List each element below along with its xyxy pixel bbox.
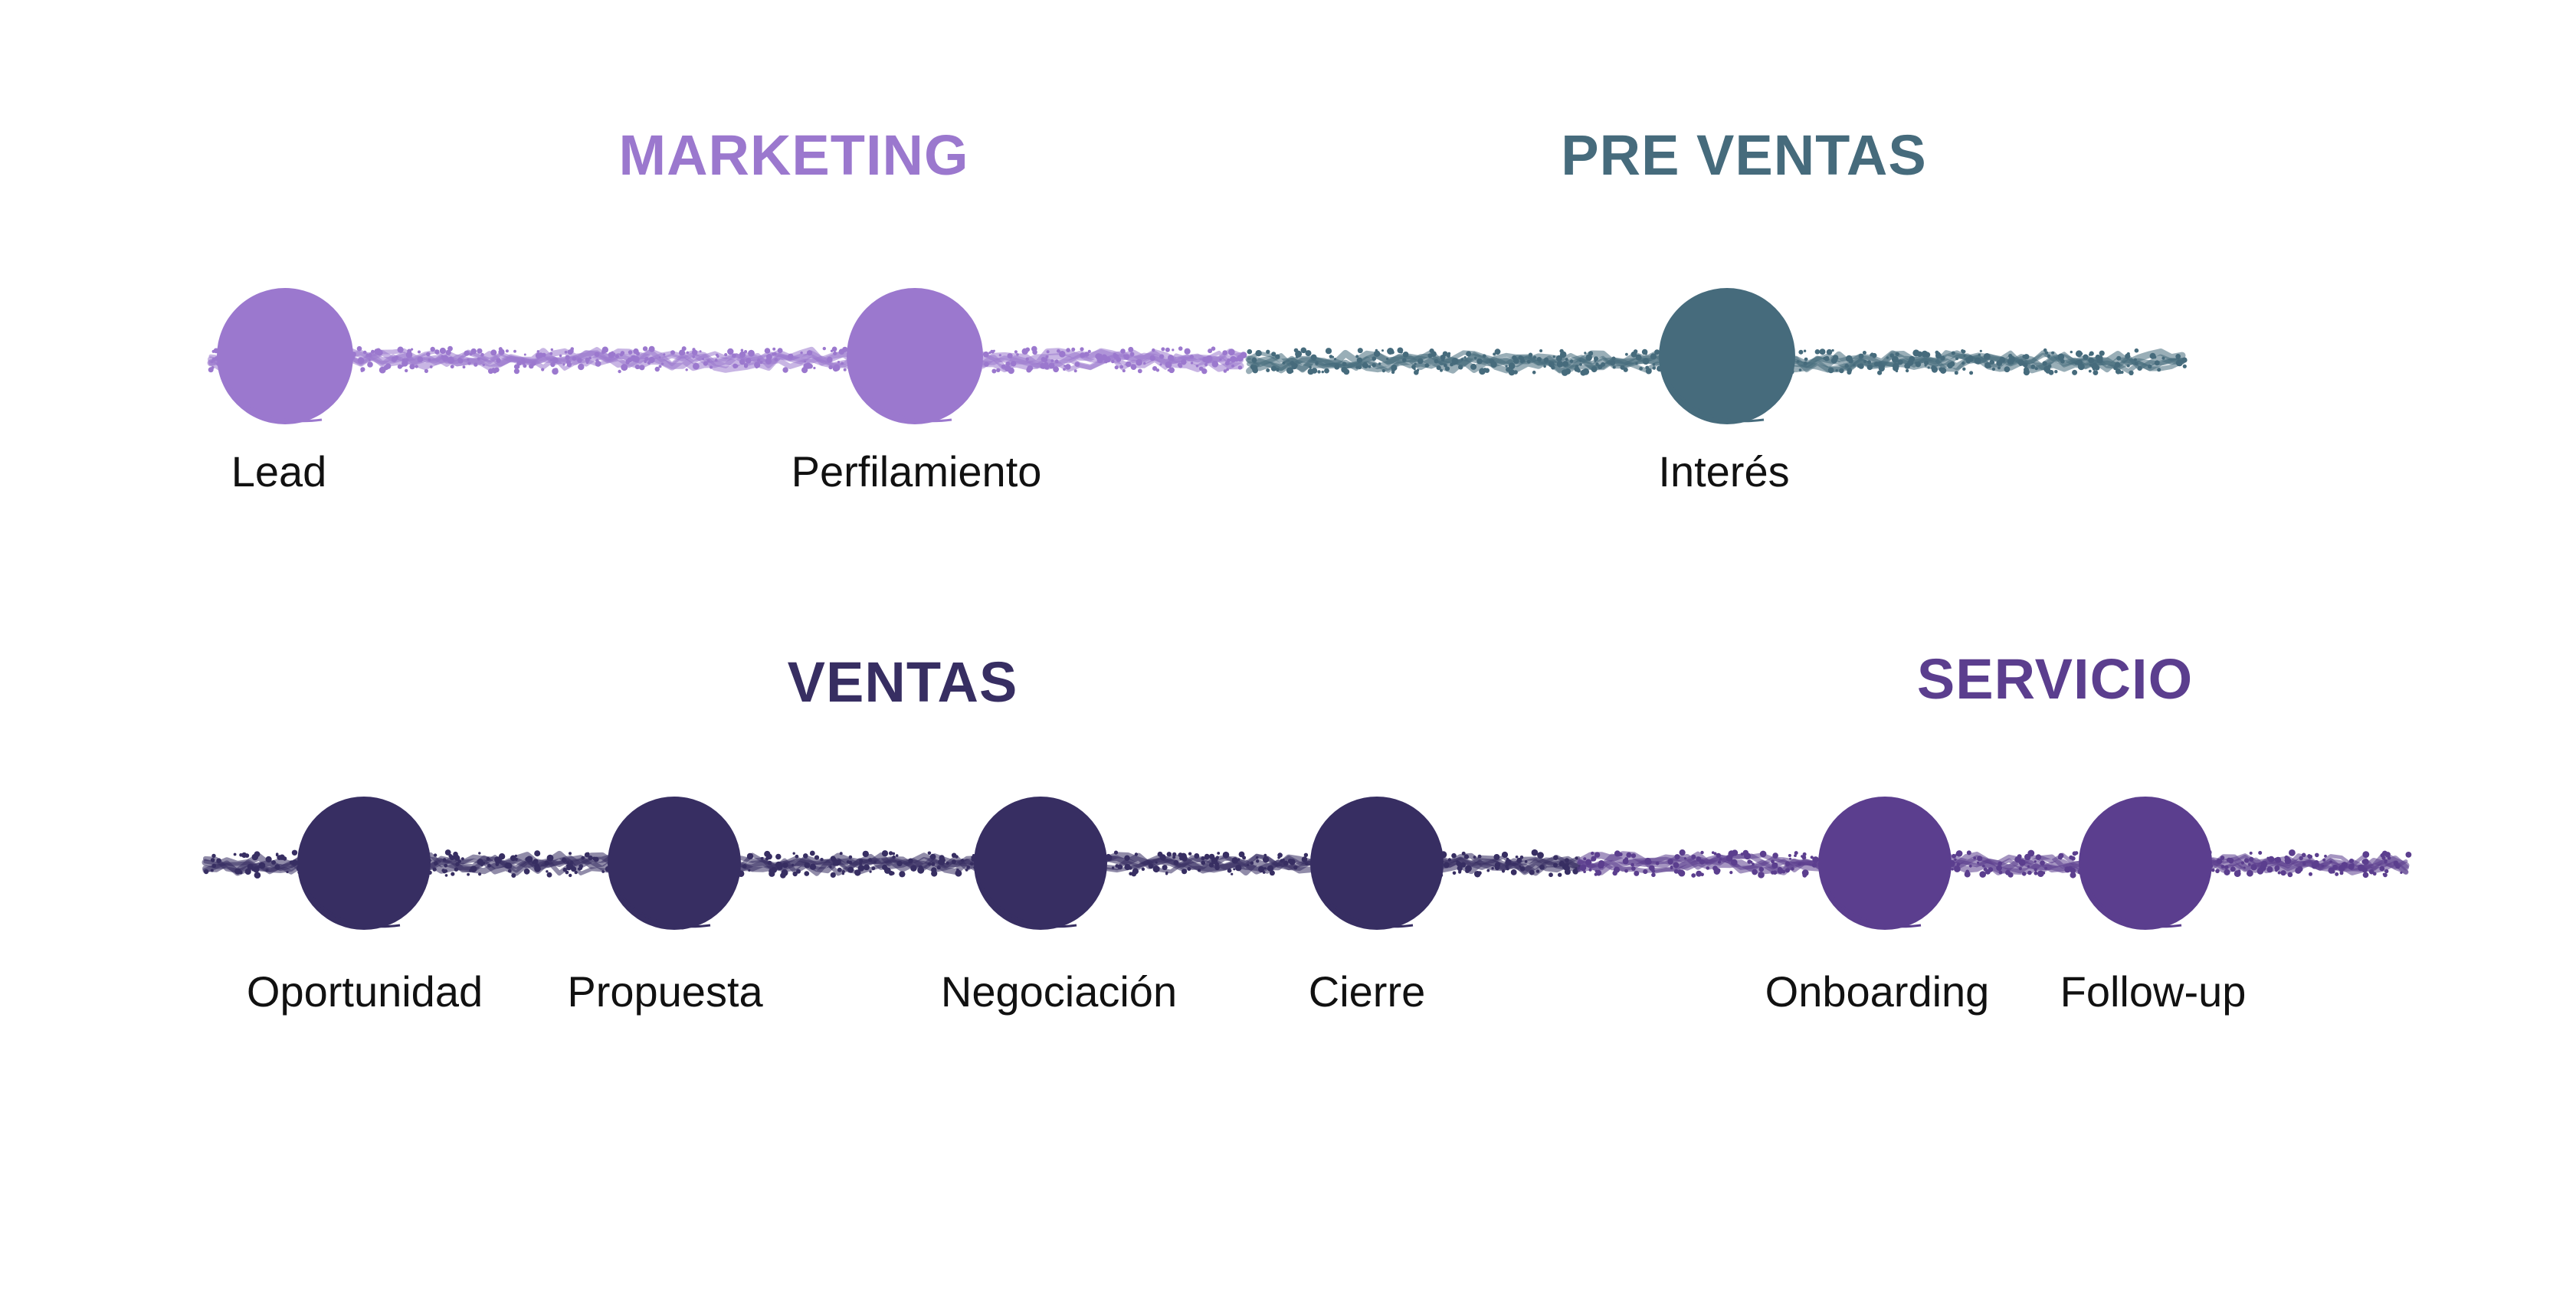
stage-label-interes: Interés	[1658, 447, 1790, 496]
marketing-line	[207, 345, 1247, 375]
phase-title-preventas: PRE VENTAS	[1561, 123, 1927, 187]
node-lead	[217, 288, 353, 424]
stage-label-propuesta: Propuesta	[567, 967, 763, 1016]
servicio-line	[1576, 849, 2412, 879]
stage-label-oportunidad: Oportunidad	[246, 967, 483, 1016]
stage-label-lead: Lead	[231, 447, 327, 496]
node-negociacion	[974, 797, 1107, 930]
phase-title-ventas: VENTAS	[787, 650, 1018, 714]
node-perfilamiento	[847, 288, 983, 424]
phase-title-servicio: SERVICIO	[1916, 647, 2194, 711]
stage-label-perfilamiento: Perfilamiento	[791, 447, 1042, 496]
node-propuesta	[608, 797, 741, 930]
node-oportunidad	[297, 797, 431, 930]
node-followup	[2079, 797, 2212, 930]
stage-label-negociacion: Negociación	[940, 967, 1178, 1016]
stage-label-cierre: Cierre	[1308, 967, 1426, 1016]
phase-title-marketing: MARKETING	[618, 123, 969, 187]
node-onboarding	[1818, 797, 1952, 930]
stage-label-onboarding: Onboarding	[1765, 967, 1990, 1016]
node-cierre	[1310, 797, 1444, 930]
node-interes	[1659, 288, 1795, 424]
stage-label-followup: Follow-up	[2060, 967, 2247, 1016]
